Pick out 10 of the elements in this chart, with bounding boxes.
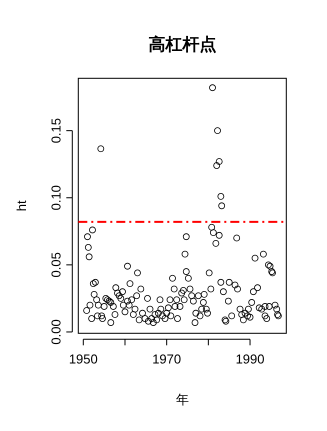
x-tick-label: 1990 — [236, 351, 264, 366]
x-tick-label: 1950 — [68, 351, 98, 366]
x-tick-label: 1970 — [152, 351, 182, 366]
y-axis-title: ht — [14, 200, 29, 212]
y-tick-label: 0.10 — [48, 185, 64, 210]
chart-title: 高杠杆点 — [148, 35, 216, 55]
y-tick-label: 0.00 — [48, 319, 64, 345]
y-tick-label: 0.05 — [48, 252, 64, 278]
x-axis-title: 年 — [176, 392, 189, 407]
y-tick-label: 0.15 — [48, 118, 64, 144]
